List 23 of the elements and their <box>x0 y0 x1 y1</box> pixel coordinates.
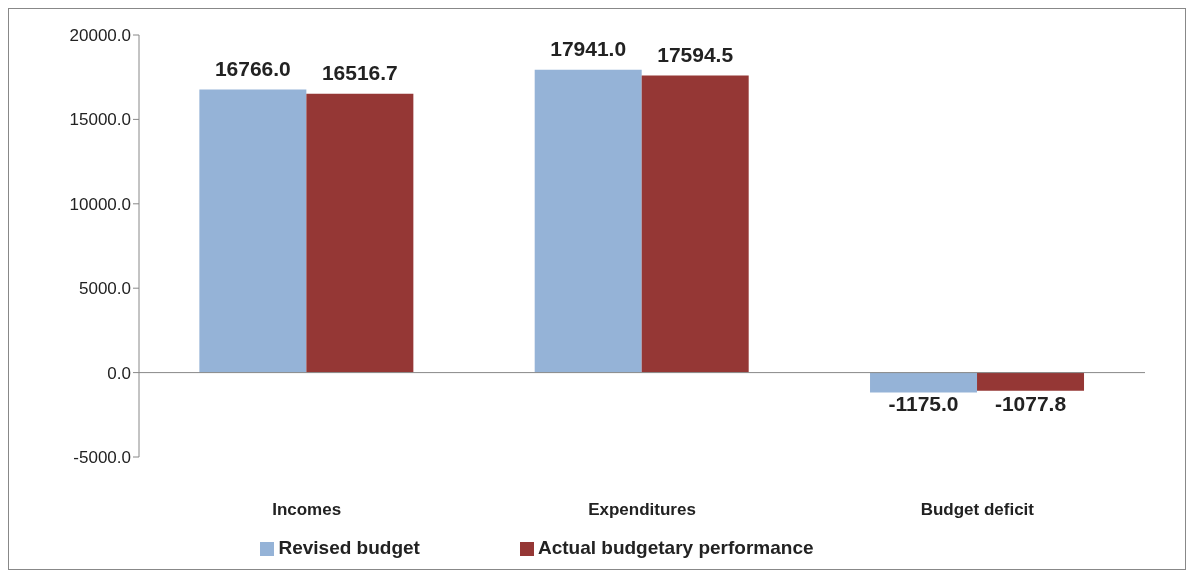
y-tick-label: 5000.0 <box>79 279 131 299</box>
data-label: 17594.5 <box>657 42 734 66</box>
data-label: -1077.8 <box>994 391 1067 415</box>
legend-label: Actual budgetary performance <box>537 537 814 558</box>
x-tick-label: Budget deficit <box>920 500 1035 520</box>
bar <box>870 372 978 393</box>
data-label: 16516.7 <box>321 60 398 84</box>
legend-label: Revised budget <box>278 537 420 558</box>
y-tick-label: 15000.0 <box>69 110 131 130</box>
x-tick-label: Expenditures <box>588 500 696 520</box>
bar <box>306 93 414 373</box>
bar <box>534 69 642 373</box>
bar <box>641 75 749 373</box>
bar <box>199 89 307 373</box>
bar <box>977 372 1085 391</box>
y-tick-label: 20000.0 <box>69 26 131 46</box>
y-tick-label: 10000.0 <box>69 194 131 214</box>
data-label: -1175.0 <box>888 391 959 415</box>
x-tick-label: Incomes <box>272 500 342 520</box>
y-tick-label: 0.0 <box>107 363 131 383</box>
data-label: 16766.0 <box>214 56 291 80</box>
data-label: 17941.0 <box>550 36 627 60</box>
y-tick-label: -5000.0 <box>73 448 131 468</box>
